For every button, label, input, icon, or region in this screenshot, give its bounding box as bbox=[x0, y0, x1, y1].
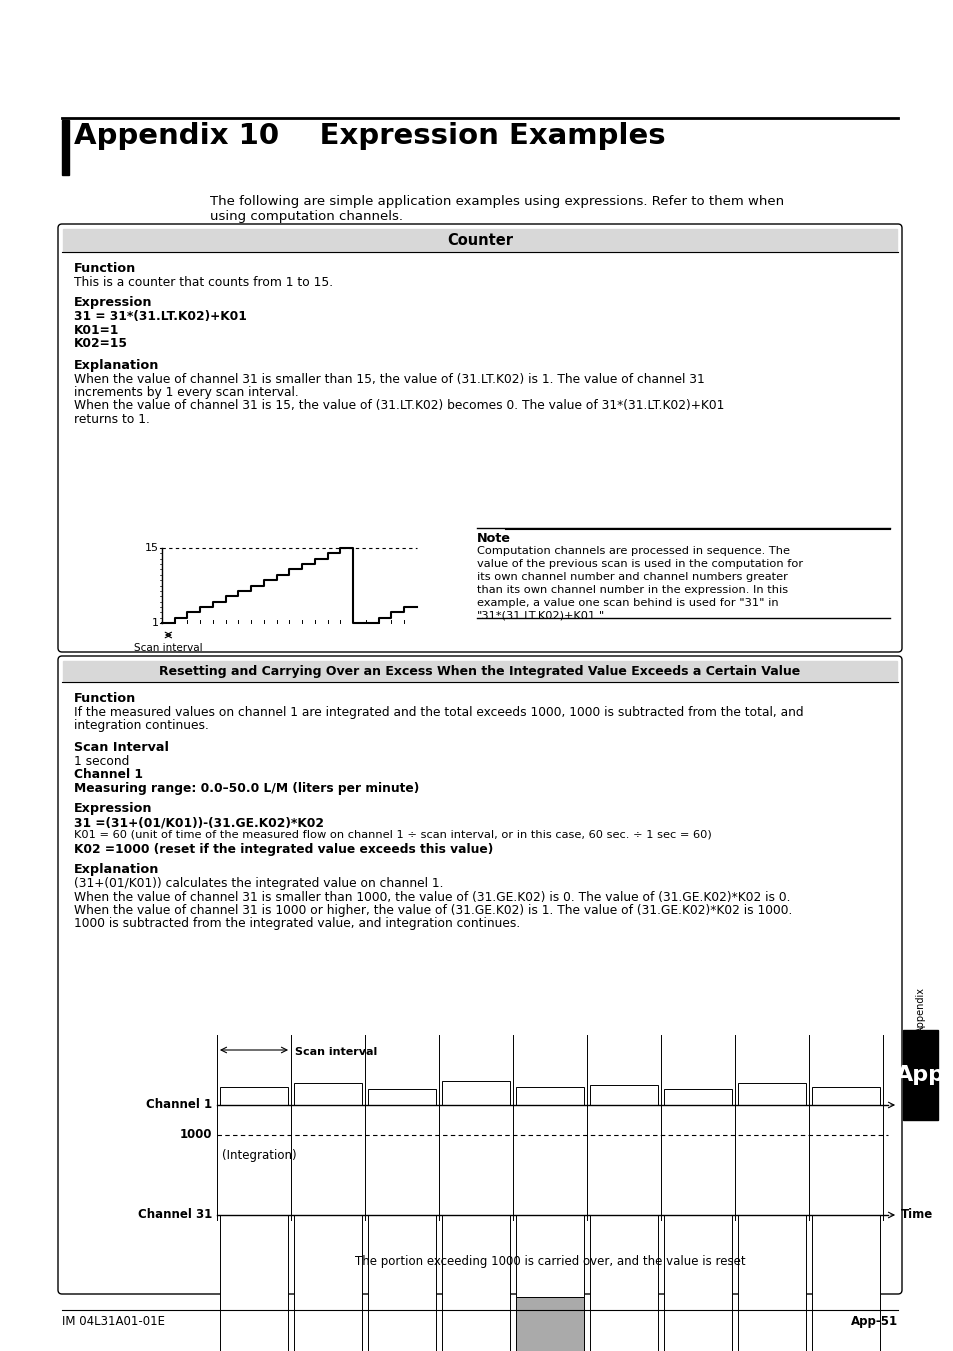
Text: When the value of channel 31 is 1000 or higher, the value of (31.GE.K02) is 1. T: When the value of channel 31 is 1000 or … bbox=[74, 904, 792, 917]
Text: K02 =1000 (reset if the integrated value exceeds this value): K02 =1000 (reset if the integrated value… bbox=[74, 843, 493, 857]
Bar bbox=[589, 1085, 658, 1105]
Text: 1000 is subtracted from the integrated value, and integration continues.: 1000 is subtracted from the integrated v… bbox=[74, 917, 519, 931]
Text: Appendix: Appendix bbox=[915, 988, 924, 1034]
Text: 1000: 1000 bbox=[179, 1128, 212, 1142]
Text: Resetting and Carrying Over an Excess When the Integrated Value Exceeds a Certai: Resetting and Carrying Over an Excess Wh… bbox=[159, 665, 800, 678]
Text: "31*(31.LT.K02)+K01.": "31*(31.LT.K02)+K01." bbox=[476, 611, 604, 621]
Text: Time: Time bbox=[900, 1209, 932, 1221]
Text: Scan interval: Scan interval bbox=[134, 643, 202, 653]
Text: The following are simple application examples using expressions. Refer to them w: The following are simple application exa… bbox=[210, 195, 783, 208]
Bar bbox=[516, 1215, 583, 1297]
Bar bbox=[663, 1215, 731, 1351]
Text: increments by 1 every scan interval.: increments by 1 every scan interval. bbox=[74, 386, 298, 399]
Text: When the value of channel 31 is smaller than 1000, the value of (31.GE.K02) is 0: When the value of channel 31 is smaller … bbox=[74, 890, 790, 904]
Text: Expression: Expression bbox=[74, 802, 152, 815]
Bar bbox=[294, 1215, 361, 1351]
Text: Computation channels are processed in sequence. The: Computation channels are processed in se… bbox=[476, 546, 789, 557]
Text: Explanation: Explanation bbox=[74, 358, 159, 372]
Text: Channel 1: Channel 1 bbox=[146, 1098, 212, 1112]
Bar bbox=[589, 1215, 658, 1351]
Text: Function: Function bbox=[74, 692, 136, 705]
Text: returns to 1.: returns to 1. bbox=[74, 413, 150, 426]
Text: The portion exceeding 1000 is carried over, and the value is reset: The portion exceeding 1000 is carried ov… bbox=[355, 1255, 744, 1269]
Text: App-51: App-51 bbox=[850, 1315, 897, 1328]
Text: Explanation: Explanation bbox=[74, 863, 159, 875]
Text: 15: 15 bbox=[145, 543, 159, 553]
Bar bbox=[663, 1089, 731, 1105]
Text: Function: Function bbox=[74, 262, 136, 276]
Text: If the measured values on channel 1 are integrated and the total exceeds 1000, 1: If the measured values on channel 1 are … bbox=[74, 707, 802, 719]
Bar bbox=[63, 230, 896, 253]
Text: Channel 1: Channel 1 bbox=[74, 769, 143, 781]
Bar bbox=[738, 1084, 805, 1105]
Text: Note: Note bbox=[476, 532, 511, 544]
Text: integration continues.: integration continues. bbox=[74, 720, 209, 732]
Bar bbox=[62, 120, 69, 176]
Bar bbox=[220, 1088, 288, 1105]
Text: than its own channel number in the expression. In this: than its own channel number in the expre… bbox=[476, 585, 787, 594]
Text: Appendix 10    Expression Examples: Appendix 10 Expression Examples bbox=[74, 122, 665, 150]
Text: Scan Interval: Scan Interval bbox=[74, 740, 169, 754]
Bar bbox=[738, 1215, 805, 1351]
Text: 31 =(31+(01/K01))-(31.GE.K02)*K02: 31 =(31+(01/K01))-(31.GE.K02)*K02 bbox=[74, 816, 324, 830]
Text: value of the previous scan is used in the computation for: value of the previous scan is used in th… bbox=[476, 559, 802, 569]
Bar bbox=[441, 1215, 510, 1351]
Bar bbox=[441, 1081, 510, 1105]
Text: using computation channels.: using computation channels. bbox=[210, 209, 402, 223]
Text: Counter: Counter bbox=[447, 232, 513, 249]
Text: 1 second: 1 second bbox=[74, 755, 130, 767]
Text: its own channel number and channel numbers greater: its own channel number and channel numbe… bbox=[476, 571, 787, 582]
Bar bbox=[294, 1084, 361, 1105]
Text: When the value of channel 31 is 15, the value of (31.LT.K02) becomes 0. The valu: When the value of channel 31 is 15, the … bbox=[74, 400, 723, 412]
Bar bbox=[516, 1297, 583, 1351]
Text: IM 04L31A01-01E: IM 04L31A01-01E bbox=[62, 1315, 165, 1328]
Bar bbox=[368, 1089, 436, 1105]
Text: K01=1: K01=1 bbox=[74, 323, 119, 336]
Text: (31+(01/K01)) calculates the integrated value on channel 1.: (31+(01/K01)) calculates the integrated … bbox=[74, 877, 443, 890]
Text: Channel 31: Channel 31 bbox=[137, 1209, 212, 1221]
Text: K01 = 60 (unit of time of the measured flow on channel 1 ÷ scan interval, or in : K01 = 60 (unit of time of the measured f… bbox=[74, 830, 711, 839]
Bar bbox=[368, 1215, 436, 1351]
Text: (Integration): (Integration) bbox=[222, 1148, 296, 1162]
Text: 1: 1 bbox=[152, 617, 159, 628]
Text: When the value of channel 31 is smaller than 15, the value of (31.LT.K02) is 1. : When the value of channel 31 is smaller … bbox=[74, 373, 704, 385]
Text: App: App bbox=[895, 1065, 944, 1085]
Bar bbox=[63, 661, 896, 682]
Bar bbox=[811, 1088, 879, 1105]
Text: Measuring range: 0.0–50.0 L/M (liters per minute): Measuring range: 0.0–50.0 L/M (liters pe… bbox=[74, 782, 418, 794]
Bar bbox=[902, 1029, 937, 1120]
Text: 31 = 31*(31.LT.K02)+K01: 31 = 31*(31.LT.K02)+K01 bbox=[74, 309, 247, 323]
Text: Scan interval: Scan interval bbox=[294, 1047, 376, 1056]
Text: example, a value one scan behind is used for "31" in: example, a value one scan behind is used… bbox=[476, 598, 778, 608]
Bar bbox=[516, 1088, 583, 1105]
Text: K02=15: K02=15 bbox=[74, 336, 128, 350]
FancyBboxPatch shape bbox=[58, 657, 901, 1294]
Text: This is a counter that counts from 1 to 15.: This is a counter that counts from 1 to … bbox=[74, 276, 333, 289]
Text: Expression: Expression bbox=[74, 296, 152, 309]
Bar bbox=[220, 1215, 288, 1351]
Bar bbox=[811, 1215, 879, 1351]
FancyBboxPatch shape bbox=[58, 224, 901, 653]
